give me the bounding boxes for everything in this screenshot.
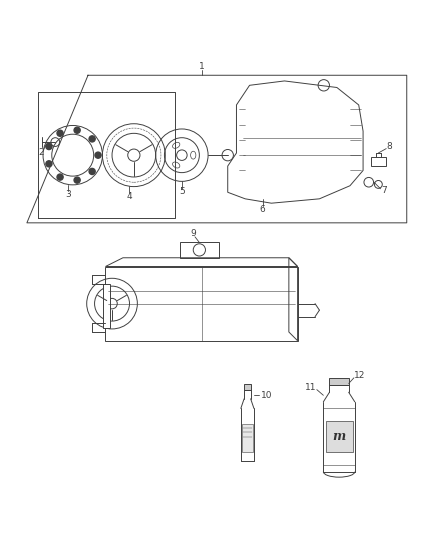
Circle shape bbox=[46, 143, 52, 150]
Text: 1: 1 bbox=[199, 62, 205, 71]
Circle shape bbox=[57, 174, 63, 180]
Text: 3: 3 bbox=[66, 190, 71, 199]
Text: m: m bbox=[332, 430, 346, 443]
Circle shape bbox=[95, 152, 101, 158]
Circle shape bbox=[222, 149, 233, 161]
Bar bbox=[244, 384, 251, 390]
Text: 2: 2 bbox=[38, 148, 44, 157]
Text: 7: 7 bbox=[381, 187, 386, 196]
Text: 6: 6 bbox=[260, 205, 265, 214]
Text: 12: 12 bbox=[353, 371, 365, 380]
Text: 10: 10 bbox=[261, 391, 273, 400]
Circle shape bbox=[89, 168, 95, 174]
Bar bbox=[242, 424, 253, 452]
Circle shape bbox=[74, 127, 80, 133]
Text: 5: 5 bbox=[179, 187, 185, 196]
Circle shape bbox=[89, 136, 95, 142]
Bar bbox=[103, 284, 110, 328]
Circle shape bbox=[46, 161, 52, 167]
Text: 9: 9 bbox=[190, 229, 196, 238]
Bar bbox=[371, 157, 386, 166]
Circle shape bbox=[74, 177, 80, 183]
Text: 11: 11 bbox=[305, 383, 317, 392]
Bar bbox=[325, 422, 353, 452]
Circle shape bbox=[57, 130, 63, 136]
Bar bbox=[329, 378, 349, 385]
Text: 4: 4 bbox=[127, 192, 132, 201]
Text: 8: 8 bbox=[386, 142, 392, 151]
